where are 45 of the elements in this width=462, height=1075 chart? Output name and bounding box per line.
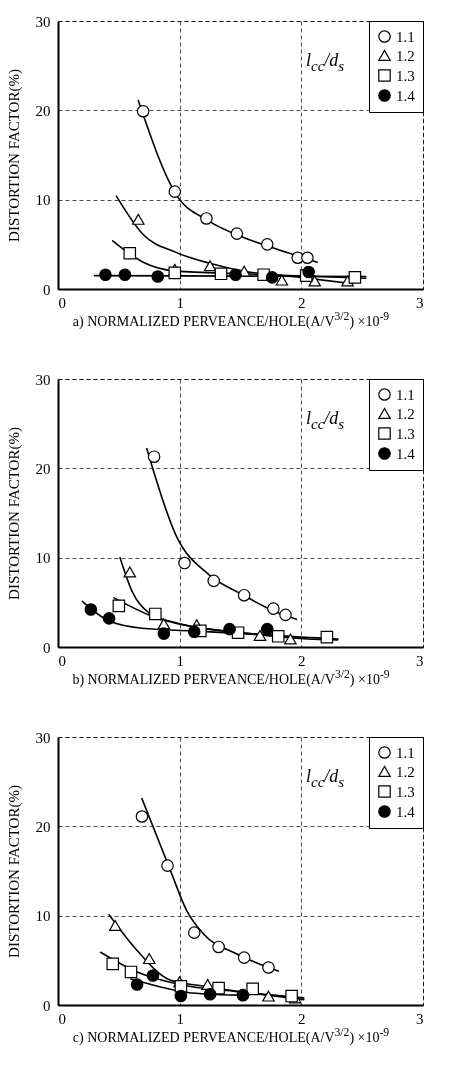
legend-label: 1.4 [396,87,416,104]
y-tick-label: 10 [35,550,51,567]
y-tick-label: 20 [35,460,51,477]
legend-title: l$_{cc}$/d$_{s}$ [306,50,345,75]
x-tick-label: 1 [176,652,184,669]
x-tick-label: 2 [298,652,306,669]
x-axis-title: a) NORMALIZED PERVEANCE/HOLE(A/V$^{3/2}$) ×10$^{-9}$ [71,310,391,330]
legend-title: l$_{cc}$/d$_{s}$ [306,766,345,791]
x-tick-label: 2 [298,294,306,311]
legend-title: l$_{cc}$/d$_{s}$ [306,408,345,433]
legend-label: 1.2 [396,47,415,64]
x-tick-label: 0 [58,652,66,669]
x-tick-label: 2 [298,1010,306,1027]
y-tick-label: 30 [35,13,51,30]
legend-label: 1.3 [396,783,415,800]
y-tick-label: 30 [35,729,51,746]
y-tick-label: 30 [35,371,51,388]
legend-label: 1.1 [396,28,415,45]
y-tick-label: 0 [43,281,51,298]
legend-label: 1.1 [396,744,415,761]
legend-label: 1.1 [396,386,415,403]
x-axis-title: c) NORMALIZED PERVEANCE/HOLE(A/V$^{3/2}$) ×10$^{-9}$ [71,1026,391,1046]
legend-label: 1.2 [396,763,415,780]
legend-label: 1.4 [396,445,416,462]
y-tick-label: 20 [35,102,51,119]
x-tick-label: 0 [58,294,66,311]
legend-label: 1.3 [396,425,415,442]
y-tick-label: 20 [35,818,51,835]
legend-label: 1.4 [396,803,416,820]
y-axis-title: DISTORTION FACTOR(%) [5,785,23,958]
x-tick-label: 0 [58,1010,66,1027]
x-axis-title: b) NORMALIZED PERVEANCE/HOLE(A/V$^{3/2}$) ×10$^{-9}$ [71,668,391,688]
x-tick-label: 3 [416,652,424,669]
x-tick-label: 3 [416,294,424,311]
x-tick-label: 1 [176,1010,184,1027]
legend-label: 1.2 [396,405,415,422]
y-axis-title: DISTORTION FACTOR(%) [5,69,23,242]
y-tick-label: 10 [35,192,51,209]
y-tick-label: 10 [35,908,51,925]
legend-label: 1.3 [396,67,415,84]
y-axis-title: DISTORTION FACTOR(%) [5,427,23,600]
y-tick-label: 0 [43,639,51,656]
x-tick-label: 1 [176,294,184,311]
y-tick-label: 0 [43,997,51,1014]
x-tick-label: 3 [416,1010,424,1027]
